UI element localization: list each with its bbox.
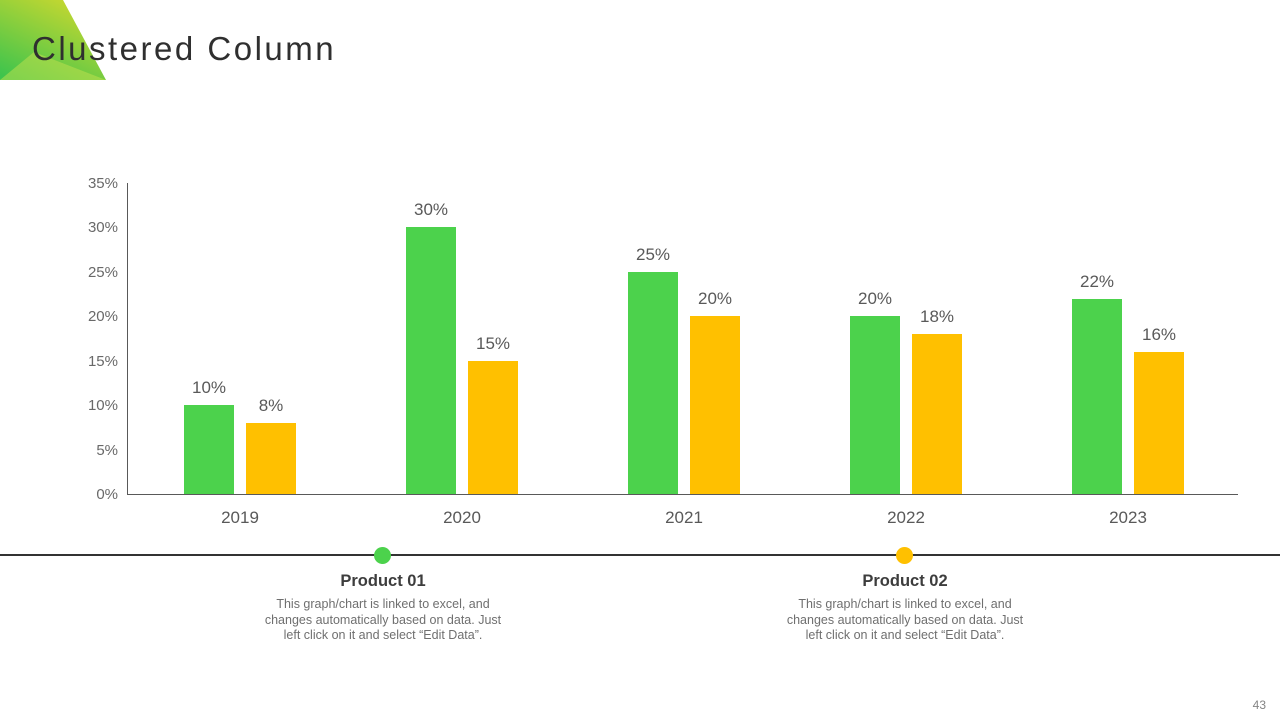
legend-item-product-02: Product 02 This graph/chart is linked to… [760, 572, 1050, 644]
bar-product-02[interactable] [246, 422, 296, 494]
y-axis-tick-label: 10% [87, 397, 118, 415]
legend-desc-line: changes automatically based on data. Jus… [786, 612, 1024, 627]
data-label: 16% [1141, 324, 1177, 344]
x-axis-category-label: 2019 [221, 508, 259, 527]
legend-desc-line: left click on it and select “Edit Data”. [283, 628, 483, 642]
data-label: 20% [857, 289, 893, 309]
legend-item-product-01: Product 01 This graph/chart is linked to… [238, 572, 528, 644]
data-label: 18% [919, 307, 955, 327]
y-axis-tick-label: 5% [96, 441, 118, 459]
x-axis-category-label: 2021 [665, 508, 703, 527]
y-axis-tick-label: 15% [87, 352, 118, 370]
y-axis-tick-label: 30% [87, 219, 118, 237]
page-number: 43 [1252, 698, 1266, 712]
x-axis-category-label: 2020 [443, 508, 481, 527]
bar-product-02[interactable] [468, 360, 518, 494]
x-axis-category-label: 2023 [1109, 508, 1147, 527]
y-axis-tick-label: 35% [87, 175, 118, 192]
legend-desc-line: This graph/chart is linked to excel, and [798, 597, 1012, 611]
bar-product-02[interactable] [1134, 351, 1184, 494]
data-label: 30% [413, 200, 449, 220]
data-label: 15% [475, 333, 511, 353]
corner-accent-shape [0, 0, 106, 80]
legend-divider-line [0, 554, 1280, 556]
y-axis-tick-label: 20% [87, 308, 118, 326]
y-axis-tick-label: 0% [96, 486, 118, 503]
legend-marker-product-02 [896, 547, 913, 564]
legend-desc-line: left click on it and select “Edit Data”. [805, 628, 1005, 642]
bar-product-01[interactable] [184, 405, 234, 494]
legend-desc-line: changes automatically based on data. Jus… [264, 612, 502, 627]
x-axis-category-label: 2022 [887, 508, 925, 527]
legend-item-title: Product 01 [340, 572, 426, 590]
legend-marker-product-01 [374, 547, 391, 564]
bar-product-01[interactable] [406, 227, 456, 494]
data-label: 8% [258, 395, 284, 415]
bar-product-01[interactable] [628, 271, 678, 494]
slide-title: Clustered Column [32, 30, 337, 67]
bar-product-02[interactable] [912, 334, 962, 494]
data-label: 20% [697, 289, 733, 309]
bar-product-01[interactable] [1072, 298, 1122, 494]
data-label: 25% [635, 244, 671, 264]
bar-product-01[interactable] [850, 316, 900, 494]
legend-item-title: Product 02 [862, 572, 948, 590]
bar-product-02[interactable] [690, 316, 740, 494]
data-label: 22% [1079, 271, 1115, 291]
legend-item-description: This graph/chart is linked to excel, and… [238, 597, 528, 644]
clustered-column-chart[interactable]: 0% 5% 10% 15% 20% 25% 30% 35% 10% 8% 2019 30% 15% 202… [88, 175, 1238, 527]
y-axis-tick-label: 25% [87, 263, 118, 281]
legend-item-description: This graph/chart is linked to excel, and… [760, 597, 1050, 644]
data-label: 10% [191, 378, 227, 398]
legend-desc-line: This graph/chart is linked to excel, and [276, 597, 490, 611]
